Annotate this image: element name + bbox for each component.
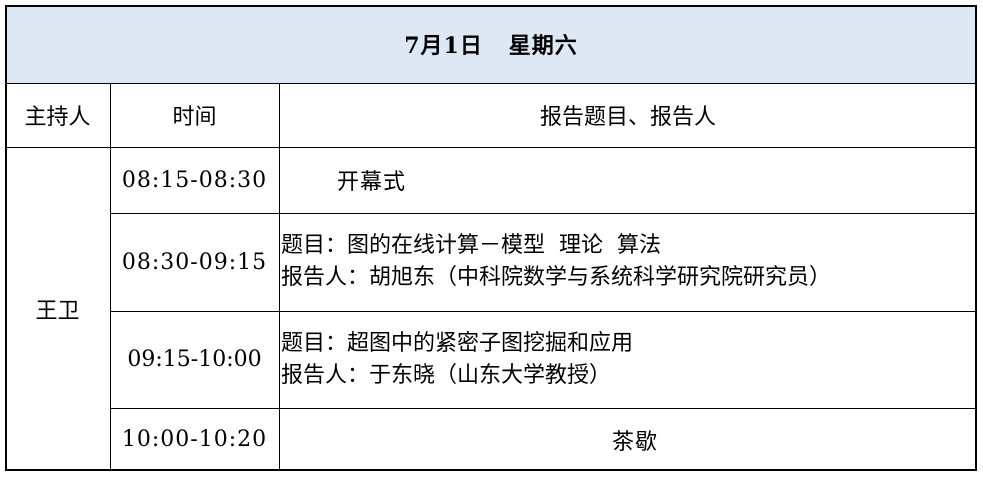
column-header-time: 时间 [172, 105, 217, 130]
talk-cell: 题目：图的在线计算－模型 理论 算法 报告人：胡旭东（中科院数学与系统科学研究院… [281, 213, 831, 311]
divider [279, 83, 280, 471]
time-cell: 08:30-09:15 [121, 249, 268, 275]
column-header-topic: 报告题目、报告人 [539, 105, 716, 130]
time-cell: 09:15-10:00 [127, 347, 262, 372]
talk-speaker: 报告人：于东晓（山东大学教授） [281, 362, 612, 388]
divider [110, 213, 977, 214]
column-header-host: 主持人 [24, 105, 91, 130]
talk-speaker: 报告人：胡旭东（中科院数学与系统科学研究院研究员） [281, 265, 832, 290]
schedule-table [5, 5, 977, 471]
divider [110, 408, 977, 409]
divider [5, 147, 977, 148]
talk-cell: 题目：超图中的紧密子图挖掘和应用 报告人：于东晓（山东大学教授） [281, 311, 633, 408]
talk-title: 题目：超图中的紧密子图挖掘和应用 [281, 330, 634, 356]
time-cell: 08:15-08:30 [121, 167, 268, 193]
title-row: 7月1日 星期六 [5, 5, 977, 83]
time-cell: 10:00-10:20 [121, 427, 268, 452]
date-title: 7月1日 星期六 [404, 33, 578, 59]
talk-title: 题目：图的在线计算－模型 理论 算法 [281, 233, 661, 258]
session-opening: 开幕式 [337, 170, 407, 195]
host-cell: 王卫 [35, 299, 80, 324]
divider [110, 311, 977, 312]
session-tea-break: 茶歇 [611, 429, 658, 455]
divider [110, 83, 111, 471]
divider [5, 83, 977, 84]
